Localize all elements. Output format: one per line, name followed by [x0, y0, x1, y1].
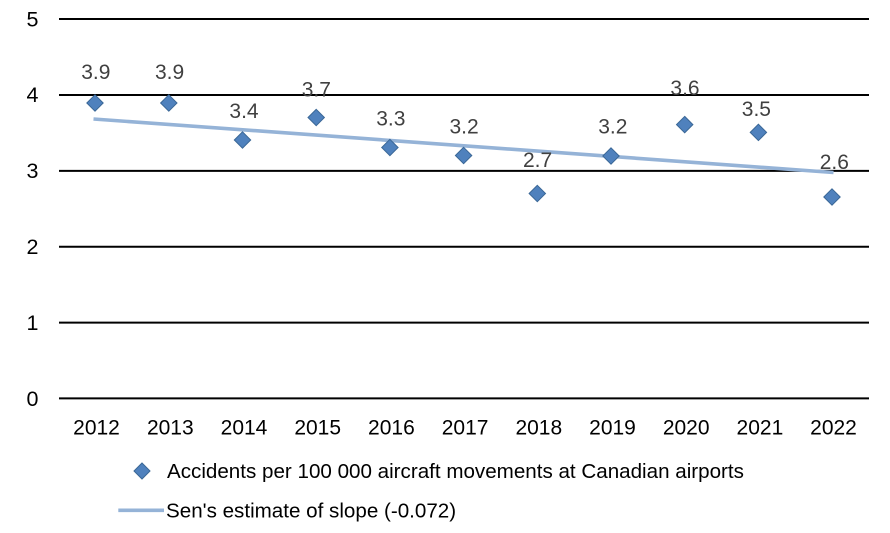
- svg-text:2019: 2019: [589, 417, 636, 440]
- svg-text:3.6: 3.6: [670, 77, 699, 100]
- svg-text:2.6: 2.6: [820, 151, 849, 174]
- svg-text:3.2: 3.2: [598, 116, 627, 139]
- svg-text:Accidents per 100 000 aircraft: Accidents per 100 000 aircraft movements…: [167, 460, 744, 483]
- svg-text:4: 4: [27, 83, 39, 107]
- svg-text:2015: 2015: [294, 417, 341, 440]
- svg-text:3.9: 3.9: [155, 61, 184, 84]
- svg-text:3.9: 3.9: [81, 61, 110, 84]
- svg-text:2: 2: [27, 235, 39, 259]
- svg-text:2018: 2018: [515, 417, 562, 440]
- svg-text:2017: 2017: [442, 417, 489, 440]
- svg-text:1: 1: [27, 311, 39, 335]
- svg-text:2.7: 2.7: [523, 149, 552, 172]
- svg-text:2014: 2014: [221, 417, 268, 440]
- svg-text:3.2: 3.2: [449, 116, 478, 139]
- svg-text:5: 5: [27, 7, 39, 31]
- svg-text:3: 3: [27, 159, 39, 183]
- svg-text:3.3: 3.3: [376, 108, 405, 131]
- svg-text:Sen's estimate of slope (-0.07: Sen's estimate of slope (-0.072): [166, 499, 456, 522]
- svg-text:3.7: 3.7: [302, 78, 331, 101]
- svg-text:2020: 2020: [663, 417, 710, 440]
- svg-text:3.5: 3.5: [742, 98, 771, 121]
- svg-text:2021: 2021: [737, 417, 784, 440]
- svg-text:2012: 2012: [73, 417, 120, 440]
- svg-text:2016: 2016: [368, 417, 415, 440]
- svg-text:0: 0: [27, 387, 39, 411]
- svg-text:2022: 2022: [810, 417, 857, 440]
- svg-text:2013: 2013: [147, 417, 194, 440]
- svg-text:3.4: 3.4: [229, 100, 259, 123]
